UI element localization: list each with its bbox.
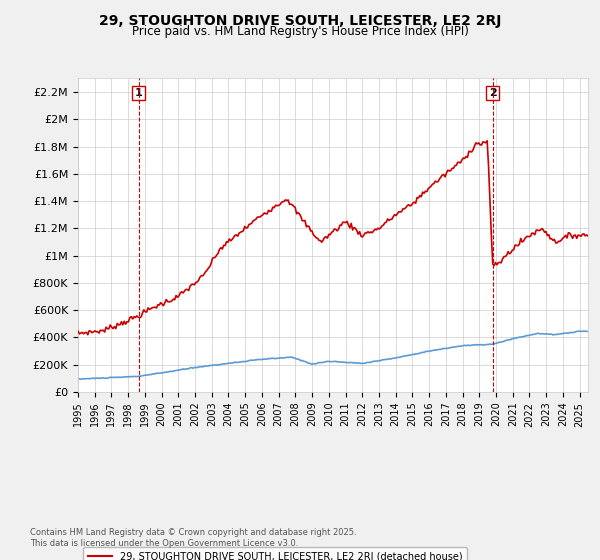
Legend: 29, STOUGHTON DRIVE SOUTH, LEICESTER, LE2 2RJ (detached house), HPI: Average pri: 29, STOUGHTON DRIVE SOUTH, LEICESTER, LE… [83, 547, 467, 560]
Text: 29, STOUGHTON DRIVE SOUTH, LEICESTER, LE2 2RJ: 29, STOUGHTON DRIVE SOUTH, LEICESTER, LE… [99, 14, 501, 28]
Text: Contains HM Land Registry data © Crown copyright and database right 2025.
This d: Contains HM Land Registry data © Crown c… [30, 528, 356, 548]
Text: Price paid vs. HM Land Registry's House Price Index (HPI): Price paid vs. HM Land Registry's House … [131, 25, 469, 38]
Text: 1: 1 [134, 88, 142, 98]
Text: 2: 2 [488, 88, 496, 98]
